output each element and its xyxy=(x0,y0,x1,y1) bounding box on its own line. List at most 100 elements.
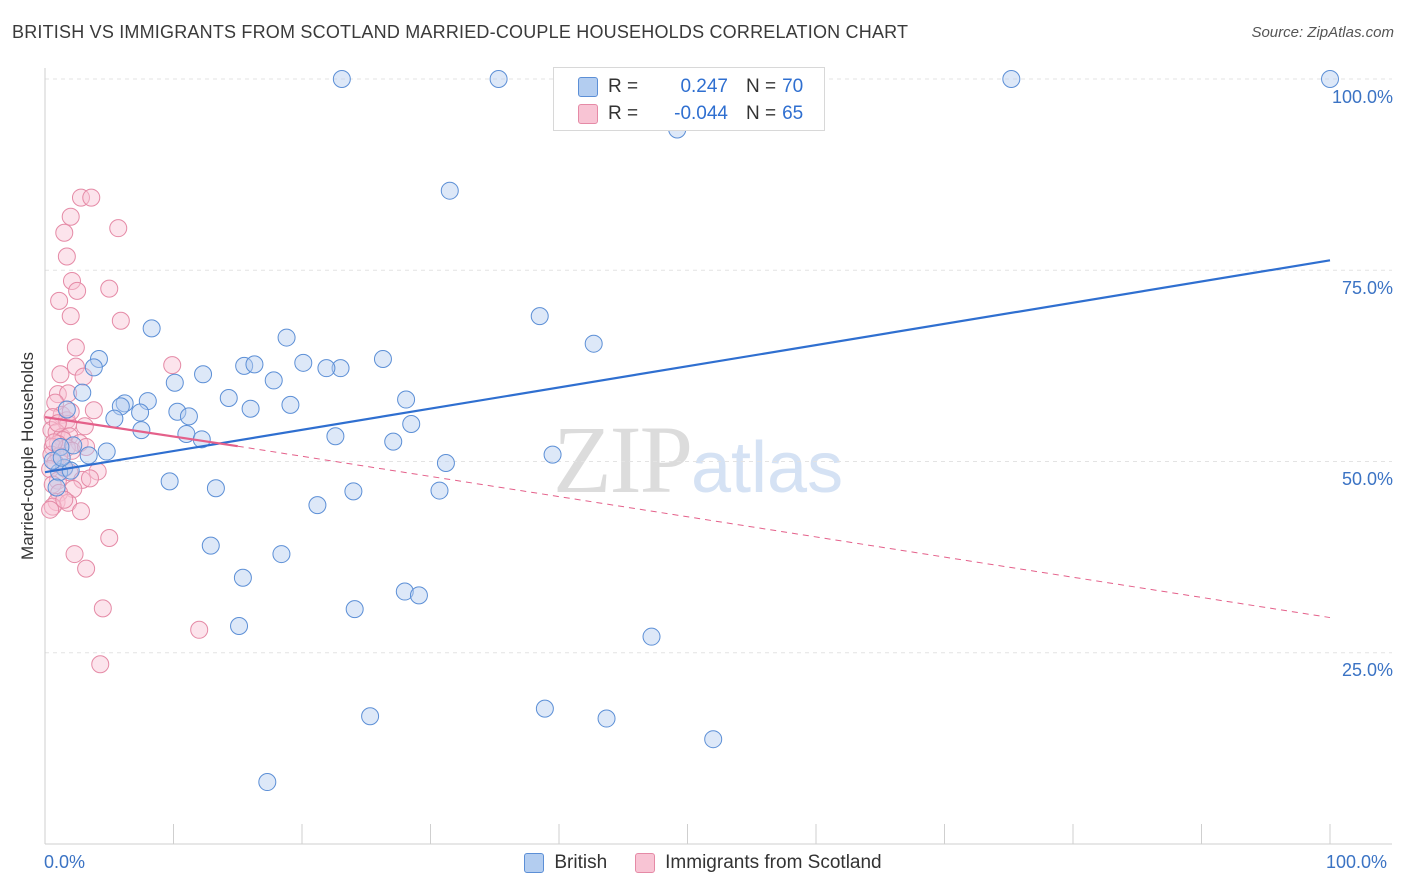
british-r-value: 0.247 xyxy=(680,76,728,97)
scotland-trend-line xyxy=(44,416,238,448)
scotland-point-2 xyxy=(61,207,80,226)
scotland-point-3 xyxy=(55,223,74,242)
scotland-point-11 xyxy=(111,311,130,330)
british-point-7 xyxy=(530,307,549,326)
legend-item-scotland[interactable]: Immigrants from Scotland xyxy=(635,852,882,874)
british-point-27 xyxy=(281,395,300,414)
british-point-52 xyxy=(201,536,220,555)
scotland-point-5 xyxy=(57,247,76,266)
british-legend-swatch xyxy=(524,853,545,873)
scotland-legend-label: Immigrants from Scotland xyxy=(665,852,882,873)
scotland-point-15 xyxy=(51,365,70,384)
scotland-r-label: R = xyxy=(608,103,639,124)
x-tick-label-100: 100.0% xyxy=(1326,852,1388,872)
british-point-3 xyxy=(1321,70,1339,88)
british-point-30 xyxy=(131,403,150,422)
y-axis-label: Married-couple Households xyxy=(18,352,37,560)
british-point-68 xyxy=(52,448,71,467)
y-tick-label-50: 50.0% xyxy=(1341,469,1393,489)
scotland-point-1 xyxy=(82,188,101,207)
series-legend: British Immigrants from Scotland xyxy=(0,852,1406,874)
british-point-15 xyxy=(245,355,264,374)
british-point-69 xyxy=(97,442,116,461)
british-legend-label: British xyxy=(554,852,608,873)
british-point-56 xyxy=(409,586,428,605)
british-trend-line xyxy=(44,259,1331,474)
british-n-value: 70 xyxy=(782,76,804,97)
scotland-point-13 xyxy=(163,356,182,375)
british-r-label: R = xyxy=(608,76,639,97)
scotland-point-57 xyxy=(93,599,112,618)
scotland-trend-line-extended xyxy=(237,445,1331,619)
scotland-point-12 xyxy=(66,338,85,357)
scotland-point-25 xyxy=(75,417,94,436)
legend-row-british: R = 0.247 N = 70 xyxy=(578,75,803,99)
british-point-46 xyxy=(160,472,179,491)
british-point-18 xyxy=(317,359,336,378)
scotland-point-53 xyxy=(71,502,90,521)
british-point-47 xyxy=(206,479,225,498)
scotland-point-14 xyxy=(66,357,85,376)
scotland-point-9 xyxy=(50,291,69,310)
y-tick-label-75: 75.0% xyxy=(1341,278,1393,298)
scotland-n-label: N = xyxy=(746,103,777,124)
british-point-24 xyxy=(397,390,416,409)
watermark-atlas: atlas xyxy=(691,428,844,508)
british-n-label: N = xyxy=(746,76,777,97)
british-point-57 xyxy=(345,600,364,619)
british-point-59 xyxy=(642,627,661,646)
british-point-33 xyxy=(105,409,124,428)
scotland-r-value: -0.044 xyxy=(674,103,728,124)
british-point-17 xyxy=(331,359,350,378)
scotland-point-51 xyxy=(43,497,62,516)
trend-lines xyxy=(44,259,1331,619)
british-point-58 xyxy=(230,616,249,635)
british-point-43 xyxy=(436,454,455,473)
british-point-6 xyxy=(142,319,161,338)
british-point-66 xyxy=(79,446,98,465)
scotland-point-18 xyxy=(59,384,78,403)
british-point-16 xyxy=(294,353,313,372)
scotland-point-4 xyxy=(109,219,128,238)
british-point-51 xyxy=(308,496,327,515)
legend-item-british[interactable]: British xyxy=(524,852,607,874)
british-point-10 xyxy=(373,349,392,368)
british-point-11 xyxy=(89,349,108,368)
british-point-19 xyxy=(165,373,184,392)
british-point-48 xyxy=(344,482,363,501)
british-point-49 xyxy=(430,481,449,500)
british-point-61 xyxy=(535,699,554,718)
british-point-53 xyxy=(272,545,291,564)
y-tick-label-100: 100.0% xyxy=(1331,87,1393,107)
british-point-54 xyxy=(233,568,252,587)
british-point-62 xyxy=(597,709,616,728)
chart-source: Source: ZipAtlas.com xyxy=(1251,24,1394,41)
scotland-point-54 xyxy=(100,529,119,547)
scotland-point-8 xyxy=(100,279,119,298)
scotland-point-10 xyxy=(61,307,80,326)
correlation-legend: R = 0.247 N = 70 R = -0.044 N = 65 xyxy=(553,67,825,131)
british-point-38 xyxy=(384,432,403,451)
british-point-37 xyxy=(326,427,345,446)
scotland-point-59 xyxy=(91,655,110,674)
scotland-point-56 xyxy=(77,559,96,578)
british-point-32 xyxy=(179,407,198,426)
scotland-point-6 xyxy=(62,271,81,290)
scotland-point-7 xyxy=(68,281,87,300)
scotland-n-value: 65 xyxy=(782,103,804,124)
british-point-60 xyxy=(361,707,380,726)
watermark: ZIPatlas xyxy=(553,404,843,515)
british-point-12 xyxy=(84,358,103,377)
british-point-9 xyxy=(277,328,296,347)
scotland-point-55 xyxy=(65,545,84,564)
british-point-34 xyxy=(402,415,421,434)
scotland-legend-swatch xyxy=(635,853,656,873)
british-point-0 xyxy=(332,70,351,88)
y-tick-label-25: 25.0% xyxy=(1341,660,1393,680)
scotland-point-63 xyxy=(80,469,99,488)
british-point-31 xyxy=(168,402,187,421)
british-point-1 xyxy=(489,70,508,88)
british-swatch xyxy=(578,77,598,97)
x-tick-label-0: 0.0% xyxy=(44,852,86,872)
